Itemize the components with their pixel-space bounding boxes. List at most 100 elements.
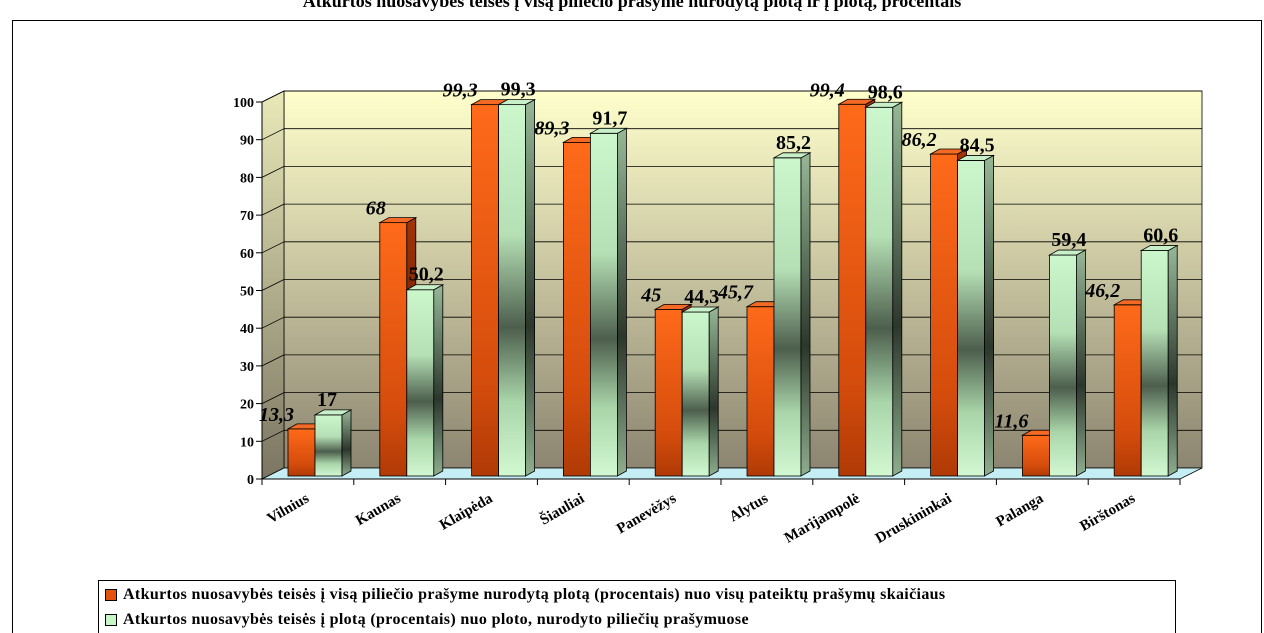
bar-top	[680, 306, 720, 313]
gridline	[261, 316, 285, 329]
bar-series-2	[406, 289, 435, 477]
x-category-label: Panevėžys	[614, 491, 679, 538]
gridline	[261, 241, 285, 254]
y-tick-label: 50	[240, 285, 254, 300]
bar-series-1	[1113, 304, 1142, 477]
gridline	[261, 90, 285, 103]
bar-series-1	[654, 308, 683, 477]
bar-series-2	[590, 132, 618, 477]
legend-swatch-orange	[105, 589, 117, 601]
legend-item-series-2: Atkurtos nuosavybės teisės į plotą (proc…	[105, 609, 749, 631]
gridline	[261, 128, 285, 141]
data-label-series-2: 44,3	[684, 286, 719, 308]
bar-series-2	[1140, 250, 1169, 477]
bar-series-1	[379, 222, 408, 477]
bar-top	[588, 127, 628, 134]
data-label-series-2: 60,6	[1143, 225, 1178, 247]
data-label-series-1: 99,4	[810, 79, 845, 101]
bar-series-2	[1049, 254, 1077, 477]
data-label-series-2: 59,4	[1051, 229, 1086, 251]
data-label-series-1: 89,3	[534, 117, 569, 139]
data-label-series-2: 85,2	[776, 132, 811, 154]
chart-frame	[12, 20, 1262, 633]
bar-series-2	[773, 157, 802, 477]
x-category-label: Marijampolė	[782, 490, 863, 546]
legend: Atkurtos nuosavybės teisės į visą pilieč…	[98, 580, 1176, 633]
legend-label: Atkurtos nuosavybės teisės į visą pilieč…	[123, 586, 946, 603]
data-label-series-1: 99,3	[443, 80, 478, 102]
bar-top	[929, 148, 969, 155]
bar-side	[892, 101, 903, 477]
bar-series-1	[930, 153, 958, 477]
y-tick-label: 30	[240, 360, 254, 375]
bar-top	[1047, 249, 1087, 256]
bar-series-1	[746, 306, 775, 477]
data-label-series-1: 11,6	[994, 410, 1028, 432]
data-label-series-1: 13,3	[259, 404, 294, 426]
y-tick-label: 20	[240, 398, 254, 413]
data-label-series-2: 17	[317, 389, 337, 411]
x-category-label: Alytus	[727, 491, 771, 526]
bar-top	[864, 101, 904, 108]
bar-top	[313, 409, 353, 416]
bar-side	[433, 284, 444, 477]
data-label-series-2: 98,6	[868, 81, 903, 103]
y-tick-label: 60	[240, 247, 254, 262]
x-category-label: Klaipėda	[437, 490, 496, 533]
bar-top	[497, 99, 537, 106]
bar-top	[378, 217, 418, 224]
x-category-label: Birštonas	[1077, 491, 1138, 535]
bar-series-2	[314, 414, 343, 477]
bar-series-2	[865, 106, 894, 477]
gridline	[261, 392, 285, 404]
bar-side	[800, 152, 811, 477]
data-label-series-1: 86,2	[902, 129, 937, 151]
bar-side	[1076, 249, 1086, 477]
y-tick-label: 70	[240, 209, 254, 224]
gridline	[261, 279, 285, 291]
bar-series-1	[838, 103, 867, 477]
x-category-label: Palanga	[994, 490, 1047, 530]
data-label-series-2: 99,3	[501, 79, 536, 101]
x-category-label: Šiauliai	[537, 490, 587, 529]
bar-side	[617, 127, 627, 477]
gridline	[261, 203, 285, 216]
x-category-label: Kaunas	[353, 491, 404, 530]
bar-top	[956, 155, 996, 161]
bar-series-1	[1022, 434, 1050, 477]
y-tick-label: 80	[240, 171, 254, 186]
data-label-series-2: 84,5	[960, 134, 995, 156]
legend-swatch-green	[105, 614, 117, 626]
bar-top	[653, 303, 693, 310]
bar-series-1	[563, 141, 591, 477]
gridline	[261, 429, 285, 442]
bar-side	[341, 409, 352, 477]
bar-top	[405, 284, 445, 291]
bar-side	[1167, 244, 1178, 477]
y-tick-label: 0	[247, 473, 254, 488]
bar-top	[772, 152, 812, 159]
bar-series-2	[957, 160, 985, 477]
y-tick-label: 90	[240, 134, 254, 149]
x-category-label: Vilnius	[265, 491, 312, 528]
bar-side	[708, 306, 719, 477]
legend-label: Atkurtos nuosavybės teisės į plotą (proc…	[123, 611, 749, 628]
data-label-series-2: 50,2	[409, 264, 444, 286]
legend-item-series-1: Atkurtos nuosavybės teisės į visą pilieč…	[105, 584, 946, 606]
bar-series-2	[498, 104, 527, 477]
bar-series-1	[471, 104, 500, 477]
bar-series-2	[681, 311, 710, 477]
gridline	[261, 166, 285, 178]
bar-side	[984, 154, 994, 477]
x-category-label: Druskininkai	[873, 491, 955, 547]
y-tick-label: 40	[240, 322, 254, 337]
data-label-series-2: 91,7	[592, 107, 627, 129]
bar-top	[1139, 245, 1179, 251]
data-label-series-1: 45,7	[717, 282, 754, 304]
data-label-series-1: 46,2	[1084, 280, 1120, 302]
page-title: Atkurtos nuosavybės teisės į visą pilieč…	[302, 0, 962, 11]
gridline	[261, 354, 285, 367]
bar-side	[525, 98, 535, 477]
y-tick-label: 100	[233, 96, 254, 111]
